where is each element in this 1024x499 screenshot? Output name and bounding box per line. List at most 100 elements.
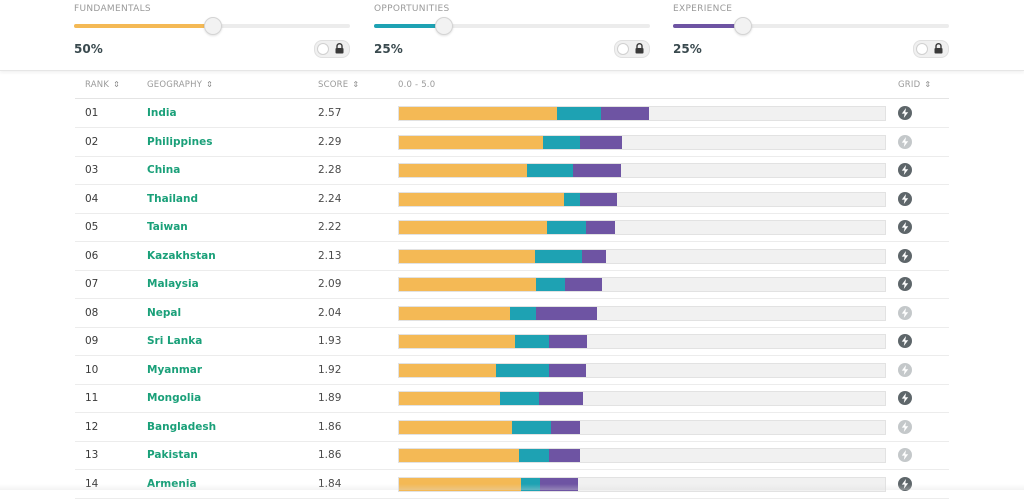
header-grid[interactable]: GRID ⇕ [898,80,931,90]
table-row[interactable]: 02 Philippines 2.29 [75,128,949,157]
score-bar [398,305,886,321]
slider-thumb[interactable] [734,17,752,35]
table-row[interactable]: 11 Mongolia 1.89 [75,384,949,413]
bar-segment-fundamentals [399,335,515,348]
lightning-icon [901,193,909,204]
bar-segment-experience [536,306,598,320]
table-row[interactable]: 01 India 2.57 [75,99,949,128]
geography-link[interactable]: Philippines [147,135,213,148]
score-cell: 1.86 [318,449,342,461]
rank-cell: 14 [85,478,98,490]
rank-cell: 10 [85,363,99,376]
score-bar [398,220,886,235]
score-cell: 1.86 [318,420,342,433]
bar-segment-fundamentals [399,278,537,291]
grid-bolt-icon[interactable] [898,248,912,263]
grid-bolt-icon[interactable] [898,448,912,462]
rank-cell: 04 [85,192,99,205]
grid-bolt-icon[interactable] [898,106,912,120]
slider-thumb[interactable] [204,17,222,35]
table-row[interactable]: 08 Nepal 2.04 [75,299,949,328]
bar-segment-experience [572,164,621,177]
score-cell: 1.92 [318,363,342,376]
score-cell: 1.89 [318,392,342,404]
score-cell: 2.04 [318,306,342,319]
table-row[interactable]: 07 Malaysia 2.09 [75,270,949,299]
bar-segment-opportunities [511,420,551,434]
geography-link[interactable]: Thailand [147,192,198,205]
grid-bolt-icon[interactable] [898,476,912,491]
lock-icon [335,43,344,54]
geography-link[interactable]: Pakistan [147,449,198,461]
score-bar [398,106,886,121]
table-row[interactable]: 04 Thailand 2.24 [75,185,949,214]
score-bar [398,163,886,178]
toggle-knob [916,43,928,55]
weight-sliders-panel: FUNDAMENTALS 50% OPPORTUNITIES 25% [0,0,1024,71]
geography-link[interactable]: Sri Lanka [147,335,203,347]
score-cell: 1.84 [318,478,341,490]
table-row[interactable]: 05 Taiwan 2.22 [75,213,949,242]
table-row[interactable]: 06 Kazakhstan 2.13 [75,242,949,271]
slider-thumb[interactable] [435,17,453,35]
bar-segment-opportunities [557,107,602,120]
bar-segment-fundamentals [399,449,519,462]
grid-bolt-icon[interactable] [898,277,912,291]
geography-link[interactable]: Myanmar [147,363,203,376]
rank-cell: 09 [85,335,99,347]
bar-segment-fundamentals [399,392,501,405]
score-bar [398,277,886,292]
geography-link[interactable]: Kazakhstan [147,249,216,262]
slider-label: FUNDAMENTALS [74,4,151,14]
score-bar [398,391,886,406]
grid-bolt-icon[interactable] [898,334,912,348]
geography-link[interactable]: Taiwan [147,221,188,233]
lock-toggle[interactable] [614,40,650,58]
grid-bolt-icon[interactable] [898,134,912,149]
score-cell: 2.09 [318,278,342,290]
lightning-icon [901,393,909,403]
bar-segment-fundamentals [399,192,565,206]
grid-bolt-icon[interactable] [898,391,912,405]
lock-toggle[interactable] [314,40,350,58]
table-row[interactable]: 03 China 2.28 [75,156,949,185]
table-row[interactable]: 10 Myanmar 1.92 [75,356,949,385]
bar-segment-fundamentals [399,221,547,234]
bar-segment-experience [548,335,587,348]
header-rank[interactable]: RANK ⇕ [85,80,120,90]
grid-bolt-icon[interactable] [898,191,912,206]
header-geography[interactable]: GEOGRAPHY ⇕ [147,80,213,90]
bar-segment-fundamentals [399,135,543,149]
grid-bolt-icon[interactable] [898,419,912,434]
header-range-label: 0.0 - 5.0 [398,80,436,90]
geography-link[interactable]: China [147,164,181,176]
slider-track[interactable] [74,17,350,35]
geography-link[interactable]: Bangladesh [147,420,217,433]
slider-track[interactable] [673,17,949,35]
lightning-icon [901,279,909,289]
geography-link[interactable]: Malaysia [147,278,199,290]
geography-link[interactable]: India [147,107,177,119]
geography-link[interactable]: Nepal [147,306,182,319]
grid-bolt-icon[interactable] [898,163,912,177]
grid-bolt-icon[interactable] [898,362,912,377]
score-cell: 1.93 [318,335,342,347]
table-row[interactable]: 12 Bangladesh 1.86 [75,413,949,442]
table-row[interactable]: 09 Sri Lanka 1.93 [75,327,949,356]
geography-link[interactable]: Mongolia [147,392,202,404]
lock-toggle[interactable] [913,40,949,58]
bar-segment-experience [539,477,578,491]
score-bar [398,191,886,207]
grid-bolt-icon[interactable] [898,220,912,234]
geography-link[interactable]: Armenia [147,478,197,490]
score-cell: 2.24 [318,192,342,205]
header-score[interactable]: SCORE ⇕ [318,80,359,90]
table-row[interactable]: 13 Pakistan 1.86 [75,441,949,470]
slider-track[interactable] [374,17,650,35]
grid-bolt-icon[interactable] [898,305,912,320]
toggle-knob [317,43,329,55]
score-cell: 2.57 [318,107,342,119]
sort-icon: ⇕ [924,80,932,89]
slider-opportunities: OPPORTUNITIES 25% [374,0,650,70]
rank-cell: 08 [85,306,99,319]
